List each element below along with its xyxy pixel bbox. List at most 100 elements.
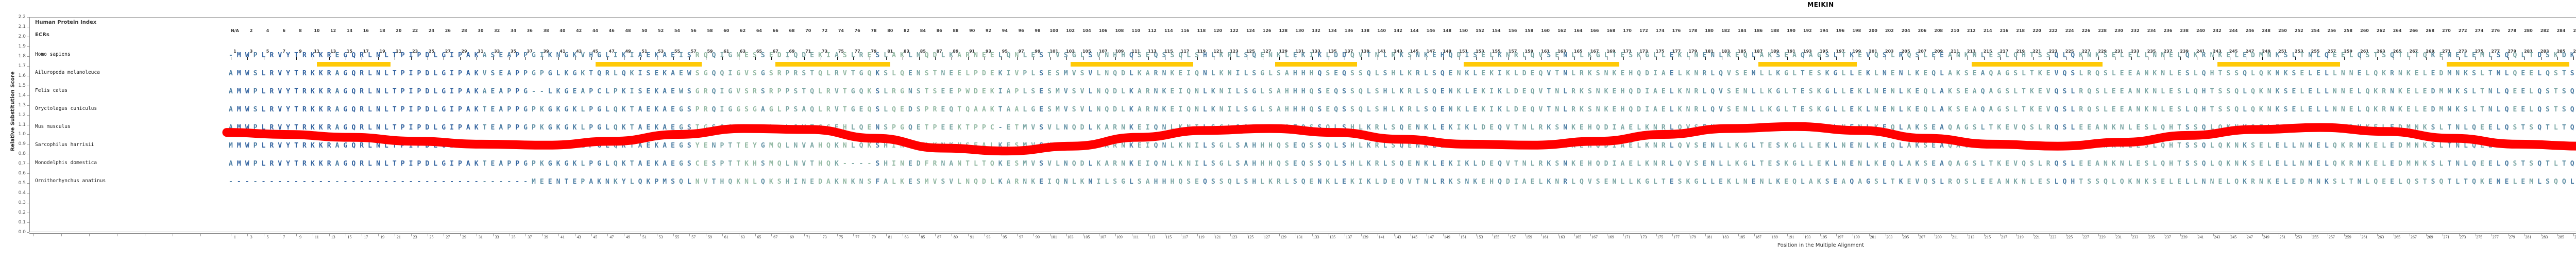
y-axis-tick-label: 0.1 <box>18 220 26 225</box>
ruler-tick: 98 <box>1035 28 1041 33</box>
ecr-bar-8[interactable] <box>2217 62 2341 67</box>
residue: R <box>1563 178 1568 186</box>
residue: G <box>523 142 528 150</box>
residue: Q <box>1129 52 1133 59</box>
residue: S <box>1350 88 1354 95</box>
ruler-tick: 132 <box>1312 28 1320 33</box>
ecr-bar-9[interactable] <box>2446 62 2570 67</box>
ruler-tick: 10 <box>314 28 320 33</box>
residue: T <box>2079 178 2083 186</box>
species-label-3[interactable]: Oryctolagus cuniculus <box>35 106 97 111</box>
residue: M <box>1055 88 1060 95</box>
residue: V <box>744 70 749 77</box>
ecr-bar-0[interactable] <box>316 62 391 67</box>
residue: K <box>736 178 741 186</box>
residue: E <box>908 178 912 186</box>
residue: Q <box>1399 160 1404 168</box>
residue: Q <box>2357 52 2362 59</box>
residue: G <box>760 142 765 150</box>
residue: E <box>1408 142 1412 150</box>
residue: Q <box>924 52 929 59</box>
residue: M <box>2406 160 2411 168</box>
track-label-ecrs: ECRs <box>35 32 49 38</box>
x-axis-tick-mark <box>33 234 34 236</box>
residue: L <box>1203 88 1207 95</box>
residue: T <box>630 160 634 168</box>
y-axis-tick-label: 1.7 <box>18 63 26 69</box>
residue: N <box>2414 142 2419 150</box>
ecr-bar-3[interactable] <box>1070 62 1194 67</box>
residue: P <box>924 106 929 114</box>
ecr-bar-7[interactable] <box>1971 62 2103 67</box>
residue: S <box>2095 88 2099 95</box>
species-label-0[interactable]: Homo sapiens <box>35 52 71 57</box>
residue: Q <box>1956 178 1960 186</box>
residue: Q <box>2537 124 2542 132</box>
residue: L <box>433 52 438 59</box>
residue: A <box>1858 178 1862 186</box>
residue: T <box>998 106 1003 114</box>
residue: H <box>720 178 724 186</box>
ruler-tick: 9 <box>299 49 302 54</box>
bottom-ruler-tick: 133 <box>1313 235 1319 239</box>
species-label-1[interactable]: Ailuropoda melanoleuca <box>35 70 100 75</box>
residue: S <box>2553 70 2558 77</box>
species-label-5[interactable]: Sarcophilus harrisii <box>35 142 94 148</box>
residue: K <box>474 52 479 59</box>
residue: Q <box>2054 52 2059 59</box>
bottom-ruler-tick: 153 <box>1477 235 1483 239</box>
residue: L <box>581 106 585 114</box>
ecr-bar-1[interactable] <box>595 62 702 67</box>
residue: E <box>1293 142 1297 150</box>
species-label-6[interactable]: Monodelphis domestica <box>35 160 97 166</box>
residue: I <box>679 52 683 59</box>
ruler-tick: 179 <box>1688 49 1698 54</box>
residue: E <box>2300 70 2304 77</box>
residue: T <box>392 142 397 150</box>
ecr-bar-4[interactable] <box>1275 62 1358 67</box>
ecr-bar-6[interactable] <box>1758 62 1857 67</box>
residue: P <box>654 178 659 186</box>
ruler-tick: 28 <box>461 28 467 33</box>
ruler-tick: 32 <box>494 28 500 33</box>
residue: Q <box>1301 124 1306 132</box>
residue: N <box>1375 52 1379 59</box>
ruler-tick: 58 <box>707 28 713 33</box>
species-label-7[interactable]: Ornithorhynchus anatinus <box>35 178 106 184</box>
residue: L <box>1620 178 1625 186</box>
species-label-2[interactable]: Felis catus <box>35 88 67 93</box>
residue: K <box>2259 88 2263 95</box>
residue: Q <box>2054 88 2059 95</box>
residue: L <box>1751 52 1756 59</box>
residue: R <box>1408 106 1412 114</box>
residue: L <box>2488 52 2493 59</box>
residue: N <box>1710 124 1715 132</box>
index-tick <box>689 57 690 60</box>
residue: S <box>2062 124 2067 132</box>
residue: D <box>1113 88 1117 95</box>
species-label-4[interactable]: Mus musculus <box>35 124 71 130</box>
residue: E <box>1555 52 1560 59</box>
residue: E <box>2111 88 2116 95</box>
residue: Q <box>613 124 618 132</box>
residue: T <box>851 70 855 77</box>
ruler-tick: 257 <box>2327 49 2336 54</box>
ecr-bar-2[interactable] <box>775 62 890 67</box>
residue: N <box>2103 160 2108 168</box>
x-axis-tick-mark <box>1787 234 1788 236</box>
residue: G <box>679 160 683 168</box>
residue: E <box>957 70 962 77</box>
ecr-bar-5[interactable] <box>1463 62 1619 67</box>
residue: V <box>1408 178 1412 186</box>
residue: Q <box>1801 52 1805 59</box>
residue: D <box>2431 106 2435 114</box>
residue: K <box>1317 52 1322 59</box>
